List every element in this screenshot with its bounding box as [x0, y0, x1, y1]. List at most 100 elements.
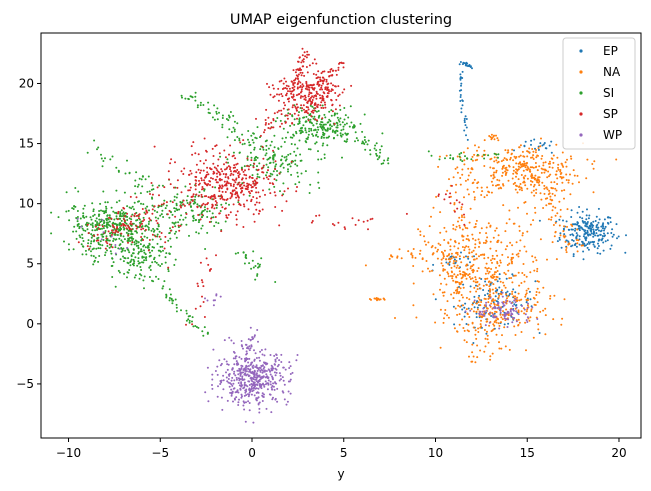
data-point: [321, 104, 324, 107]
data-point: [463, 213, 465, 216]
data-point: [588, 242, 591, 245]
data-point: [539, 145, 542, 148]
data-point: [305, 56, 308, 59]
data-point: [526, 177, 529, 180]
data-point: [148, 251, 151, 254]
data-point: [196, 282, 199, 285]
data-point: [257, 387, 260, 390]
data-point: [235, 362, 238, 365]
data-point: [273, 354, 276, 357]
data-point: [280, 113, 283, 116]
data-point: [530, 174, 533, 177]
data-point: [476, 280, 479, 283]
data-point: [496, 241, 499, 244]
data-point: [294, 163, 297, 166]
data-point: [233, 139, 236, 142]
data-point: [244, 256, 247, 259]
data-point: [560, 189, 563, 192]
data-point: [78, 234, 81, 237]
data-point: [141, 185, 144, 188]
data-point: [486, 292, 489, 295]
data-point: [519, 239, 522, 242]
data-point: [273, 112, 276, 115]
data-point: [312, 111, 315, 114]
data-point: [250, 190, 253, 192]
data-point: [338, 104, 341, 107]
data-point: [487, 281, 490, 283]
data-point: [276, 357, 279, 359]
data-point: [141, 222, 143, 225]
data-point: [544, 307, 547, 310]
data-point: [329, 123, 332, 126]
data-point: [449, 157, 452, 160]
data-point: [294, 105, 297, 108]
data-point: [235, 196, 238, 199]
data-point: [126, 212, 129, 215]
data-point: [212, 304, 215, 307]
data-point: [261, 395, 264, 398]
data-point: [316, 81, 319, 84]
data-point: [461, 173, 464, 176]
data-point: [580, 226, 583, 229]
data-point: [148, 209, 150, 212]
data-point: [315, 122, 318, 125]
data-point: [498, 286, 501, 289]
data-point: [303, 74, 306, 77]
data-point: [591, 226, 594, 229]
data-point: [317, 103, 320, 106]
data-point: [313, 115, 316, 118]
data-point: [491, 137, 494, 139]
data-point: [220, 203, 223, 206]
data-point: [206, 299, 209, 302]
data-point: [264, 154, 267, 157]
data-point: [298, 56, 301, 59]
data-point: [574, 227, 577, 230]
data-point: [256, 367, 259, 369]
data-point: [555, 173, 558, 176]
data-point: [286, 114, 289, 117]
data-point: [599, 252, 602, 255]
data-point: [338, 120, 341, 123]
data-point: [552, 318, 555, 321]
data-point: [460, 111, 463, 114]
data-point: [320, 106, 323, 109]
data-point: [482, 284, 485, 287]
data-point: [94, 219, 97, 222]
data-point: [528, 319, 531, 322]
data-point: [374, 297, 377, 300]
data-point: [240, 191, 242, 194]
data-point: [500, 160, 503, 163]
data-point: [330, 114, 333, 117]
data-point: [315, 97, 318, 100]
data-point: [150, 229, 153, 232]
data-point: [285, 92, 288, 95]
data-point: [248, 165, 250, 168]
data-point: [280, 378, 282, 381]
data-point: [522, 169, 525, 172]
data-point: [110, 217, 113, 220]
data-point: [448, 196, 451, 199]
data-point: [224, 220, 227, 223]
data-point: [513, 303, 516, 306]
data-point: [261, 371, 264, 374]
data-point: [514, 291, 517, 294]
data-point: [439, 244, 442, 246]
data-point: [585, 177, 588, 180]
data-point: [335, 129, 338, 132]
data-point: [97, 260, 100, 263]
data-point: [261, 364, 264, 367]
data-point: [255, 155, 258, 158]
data-point: [461, 70, 464, 73]
data-point: [91, 224, 94, 227]
data-point: [249, 164, 252, 166]
data-point: [468, 276, 471, 278]
data-point: [82, 214, 85, 217]
data-point: [462, 61, 465, 64]
data-point: [326, 144, 329, 147]
data-point: [459, 73, 462, 76]
data-point: [501, 253, 504, 256]
data-point: [236, 369, 239, 372]
data-point: [553, 181, 556, 184]
data-point: [582, 235, 585, 238]
data-point: [549, 295, 552, 297]
